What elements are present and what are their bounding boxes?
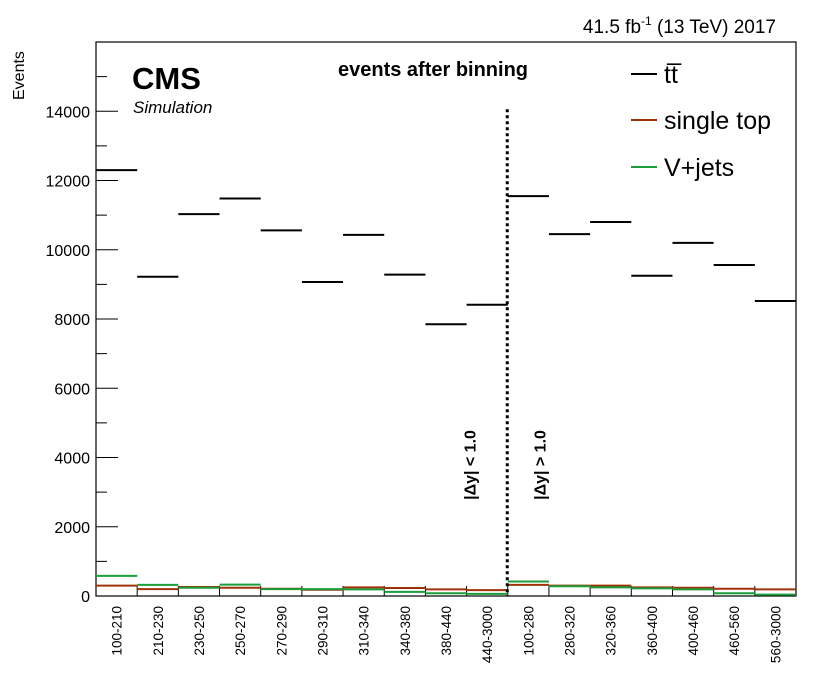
simulation-label: Simulation: [133, 98, 212, 117]
x-tick-label: 400-460: [686, 606, 701, 656]
region-labels: |Δy| < 1.0 |Δy| > 1.0: [462, 430, 549, 500]
legend-label: tt̅: [664, 61, 682, 89]
legend-label: V+jets: [664, 154, 734, 182]
x-tick-label: 310-340: [357, 606, 372, 656]
y-tick-label: 0: [81, 589, 90, 606]
x-tick-label: 270-290: [274, 606, 289, 656]
x-tick-label: 360-400: [645, 606, 660, 656]
region-label-high: |Δy| > 1.0: [532, 430, 549, 500]
y-tick-label: 14000: [46, 104, 91, 121]
y-axis-label: Events: [11, 51, 28, 100]
x-axis: 100-210 210-230 230-250 250-270 270-290 290-3…: [110, 586, 783, 663]
y-tick-label: 6000: [54, 381, 90, 398]
x-tick-label: 460-560: [727, 606, 742, 656]
chart-title: events after binning: [338, 59, 528, 81]
x-tick-label: 290-310: [315, 606, 330, 656]
series-layer: [96, 169, 796, 596]
cms-label: CMS: [132, 61, 201, 96]
x-tick-label: 320-360: [604, 606, 619, 656]
x-tick-label: 380-440: [439, 606, 454, 656]
series-2: [96, 574, 796, 596]
x-tick-label: 440-3000: [480, 606, 495, 663]
x-tick-label: 230-250: [192, 606, 207, 656]
x-tick-label: 340-380: [398, 606, 413, 656]
x-tick-label: 250-270: [233, 606, 248, 656]
legend: tt̅ single top V+jets: [631, 61, 771, 182]
lumi-label: 41.5 fb-1 (13 TeV) 2017: [583, 14, 776, 38]
series-0: [96, 169, 796, 326]
y-tick-label: 8000: [54, 312, 90, 329]
x-tick-label: 280-320: [563, 606, 578, 656]
y-tick-label: 10000: [46, 243, 91, 260]
x-tick-label: 100-210: [110, 606, 125, 656]
y-tick-label: 2000: [54, 520, 90, 537]
x-tick-label: 210-230: [151, 606, 166, 656]
region-label-low: |Δy| < 1.0: [462, 430, 479, 500]
y-tick-label: 4000: [54, 451, 90, 468]
x-tick-label: 100-280: [521, 606, 536, 656]
x-tick-label: 560-3000: [768, 606, 783, 663]
legend-label: single top: [664, 107, 771, 135]
y-tick-label: 12000: [46, 174, 91, 191]
y-axis: 0 2000 4000 6000 8000 10000 12000 14000: [46, 41, 118, 606]
